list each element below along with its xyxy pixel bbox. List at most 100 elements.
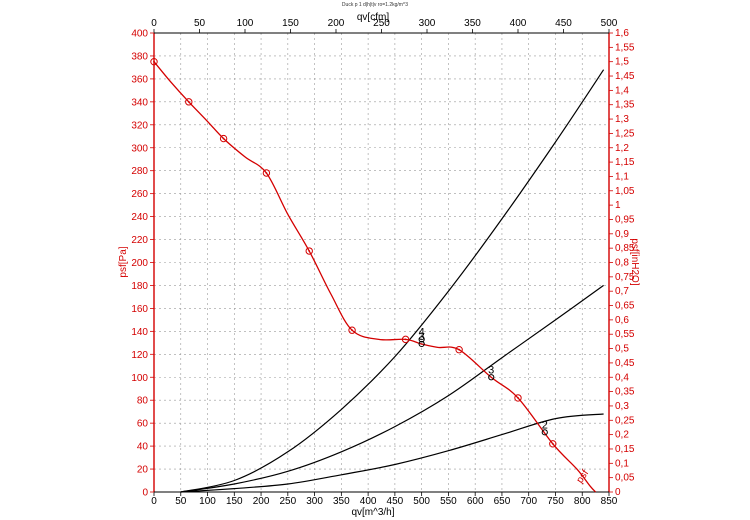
- y-tick-label: 400: [131, 29, 148, 40]
- y-tick-label: 140: [131, 327, 148, 338]
- fan-curve-marker: [455, 346, 463, 354]
- y2-tick-label: 0,5: [615, 344, 629, 355]
- y2-tick-label: 1,4: [615, 85, 629, 96]
- x-tick-label: 700: [520, 496, 537, 507]
- y-tick-label: 180: [131, 281, 148, 292]
- fan-curve-line: [153, 61, 597, 493]
- fan-curve-marker: [305, 247, 313, 255]
- y-tick-label: 80: [137, 396, 149, 407]
- fan-curve-marker: [514, 394, 522, 402]
- fan-curve-marker-dot: [265, 172, 268, 174]
- y2-tick-label: 1,05: [615, 186, 635, 197]
- fan-curve-marker: [150, 57, 158, 66]
- y2-tick-label: 0,2: [615, 430, 629, 441]
- operating-point-label: 3: [488, 364, 494, 376]
- y2-tick-label: 1,15: [615, 157, 635, 168]
- x-tick-label: 300: [306, 496, 323, 507]
- y2-tick-label: 0,55: [615, 329, 635, 340]
- y2-tick-label: 0,45: [615, 358, 635, 369]
- y2-tick-label: 1,45: [615, 71, 635, 82]
- y2-tick-label: 0,3: [615, 401, 629, 412]
- y2-tick-label: 0: [615, 487, 621, 498]
- x-tick-label: 850: [601, 496, 618, 507]
- fan-curve-marker: [401, 335, 410, 344]
- y2-tick-label: 1,6: [615, 28, 629, 39]
- y2-tick-label: 0,8: [615, 258, 629, 269]
- x2-tick-label: 500: [601, 18, 618, 29]
- x-tick-label: 800: [574, 496, 591, 507]
- y2-tick-label: 1: [615, 200, 621, 211]
- x-tick-label: 50: [175, 496, 187, 507]
- y2-tick-label: 0,6: [615, 315, 629, 326]
- y2-tick-label: 0,35: [615, 387, 635, 398]
- y-tick-label: 360: [131, 74, 148, 85]
- fan-curve-marker: [185, 98, 193, 106]
- y-tick-label: 340: [131, 97, 148, 108]
- x-tick-label: 600: [467, 496, 484, 507]
- y2-tick-label: 1,25: [615, 128, 635, 139]
- fan-curve-label: psf: [575, 468, 592, 485]
- y2-tick-label: 0,25: [615, 415, 635, 426]
- y2-tick-label: 0,05: [615, 473, 635, 484]
- operating-point-label: 4: [419, 326, 425, 338]
- x2-tick-label: 200: [328, 18, 345, 29]
- y-tick-label: 300: [131, 143, 148, 154]
- x-tick-label: 350: [333, 496, 350, 507]
- operating-point-marker: [418, 336, 425, 343]
- x2-tick-label: 250: [373, 18, 390, 29]
- x2-tick-label: 100: [237, 18, 254, 29]
- y2-tick-label: 0,65: [615, 301, 635, 312]
- y2-tick-label: 0,85: [615, 243, 635, 254]
- system-curve-line: [180, 284, 604, 493]
- y-tick-label: 40: [137, 442, 149, 453]
- x2-tick-label: 50: [194, 18, 206, 29]
- x-tick-label: 450: [387, 496, 404, 507]
- system-curve-line: [180, 69, 605, 493]
- y2-axis-label: psf[inH2O]: [629, 238, 640, 285]
- y-tick-label: 100: [131, 373, 148, 384]
- x2-tick-label: 150: [282, 18, 299, 29]
- y2-tick-label: 0,95: [615, 214, 635, 225]
- fan-curve-marker-dot: [404, 338, 407, 341]
- y2-tick-label: 1,55: [615, 42, 635, 53]
- fan-curve-marker-dot: [458, 348, 461, 351]
- y2-tick-label: 0,9: [615, 229, 629, 240]
- x-tick-label: 100: [199, 496, 216, 507]
- x-tick-label: 750: [547, 496, 564, 507]
- y-tick-label: 220: [131, 235, 148, 246]
- x2-tick-label: 350: [464, 18, 481, 29]
- fan-curve-marker-dot: [222, 137, 225, 140]
- x-tick-label: 400: [360, 496, 377, 507]
- y-tick-label: 120: [131, 350, 148, 361]
- y2-tick-label: 0,7: [615, 286, 629, 297]
- y-tick-label: 240: [131, 212, 148, 223]
- y2-tick-label: 1,35: [615, 100, 635, 111]
- x-tick-label: 150: [226, 496, 243, 507]
- y-tick-label: 20: [137, 465, 149, 476]
- y2-tick-label: 0,1: [615, 458, 629, 469]
- y2-tick-label: 1,2: [615, 143, 629, 154]
- y-tick-label: 200: [131, 258, 148, 269]
- fan-curve-marker-dot: [153, 60, 155, 63]
- y2-tick-label: 0,75: [615, 272, 635, 283]
- y-tick-label: 60: [137, 419, 149, 430]
- y2-tick-label: 1,5: [615, 57, 629, 68]
- x2-tick-label: 300: [419, 18, 436, 29]
- y2-tick-label: 0,4: [615, 372, 629, 383]
- fan-curve-marker-dot: [351, 329, 353, 332]
- system-curve-line: [180, 413, 604, 493]
- fan-curve-marker: [219, 134, 228, 143]
- y-tick-label: 260: [131, 189, 148, 200]
- x2-tick-label: 0: [151, 18, 157, 29]
- fan-curve-marker-dot: [517, 397, 519, 399]
- y-tick-label: 320: [131, 120, 148, 131]
- chart-title: Duck p 1 d|h|t|v ro=1.2kg/m^3: [342, 2, 408, 8]
- x-tick-label: 650: [494, 496, 511, 507]
- x-axis-label: qv[m^3/h]: [351, 507, 394, 518]
- fan-curve-marker-dot: [551, 442, 554, 445]
- fan-curve-marker: [262, 169, 271, 177]
- operating-point-marker: [418, 340, 425, 348]
- operating-point-marker: [541, 429, 548, 436]
- fan-curve-marker-dot: [308, 250, 311, 252]
